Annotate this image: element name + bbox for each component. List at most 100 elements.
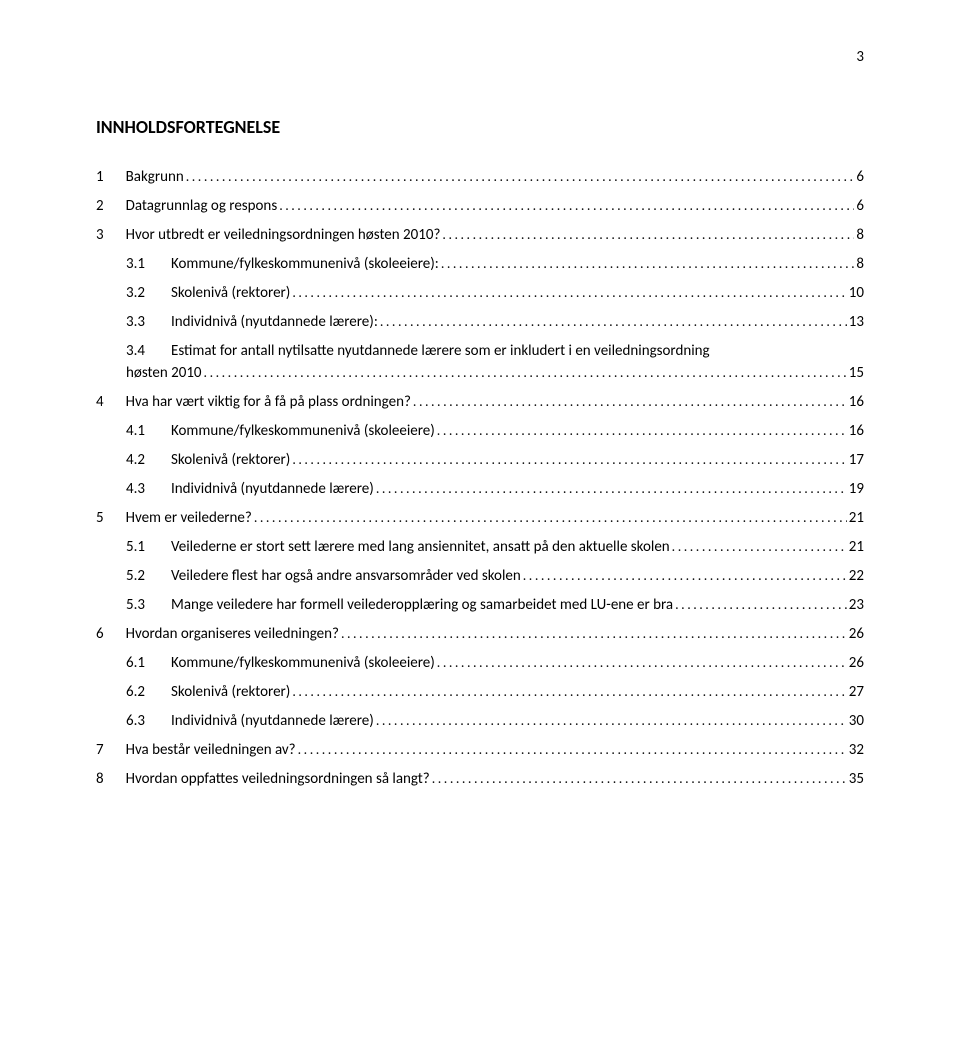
toc-entry: 5.1Veilederne er stort sett lærere med l… (96, 538, 864, 556)
toc-page: 23 (847, 596, 864, 614)
toc-entry: 7Hva består veiledningen av? 32 (96, 741, 864, 759)
toc-leader-dots (673, 596, 847, 613)
toc-title: Kommune/fylkeskommunenivå (skoleeiere): (171, 255, 439, 273)
toc-list: 1Bakgrunn62Datagrunnlag og respons63Hvor… (96, 168, 864, 788)
toc-entry: 1Bakgrunn 6 (96, 168, 864, 186)
toc-entry: 4.2Skolenivå (rektorer) 17 (96, 451, 864, 469)
toc-title: Hvor utbredt er veiledningsordningen høs… (126, 226, 441, 244)
toc-entry: 8Hvordan oppfattes veiledningsordningen … (96, 770, 864, 788)
toc-entry: 4.1Kommune/fylkeskommunenivå (skoleeiere… (96, 422, 864, 440)
toc-number: 3.4 (126, 342, 171, 360)
toc-entry: 3.1Kommune/fylkeskommunenivå (skoleeiere… (96, 255, 864, 273)
toc-leader-dots (277, 197, 854, 214)
toc-page: 26 (847, 654, 864, 672)
toc-page: 19 (847, 480, 864, 498)
toc-number: 6.2 (126, 683, 171, 701)
toc-title: Veilederne er stort sett lærere med lang… (171, 538, 670, 556)
toc-title: Individnivå (nyutdannede lærere) (171, 712, 374, 730)
toc-leader-dots (435, 422, 847, 439)
toc-page: 22 (847, 567, 864, 585)
toc-title: høsten 2010 (126, 364, 202, 382)
toc-page: 27 (847, 683, 864, 701)
toc-title: Individnivå (nyutdannede lærere) (171, 480, 374, 498)
toc-leader-dots (296, 741, 847, 758)
toc-number: 3 (96, 226, 126, 244)
toc-leader-dots (430, 770, 847, 787)
toc-title: Hvordan organiseres veiledningen? (126, 625, 339, 643)
toc-page: 35 (847, 770, 864, 788)
toc-number: 4.1 (126, 422, 171, 440)
toc-leader-dots (184, 168, 855, 185)
toc-title: Individnivå (nyutdannede lærere): (171, 313, 378, 331)
toc-title: Veiledere flest har også andre ansvarsom… (171, 567, 521, 585)
toc-number: 7 (96, 741, 126, 759)
toc-entry: 5.2Veiledere flest har også andre ansvar… (96, 567, 864, 585)
toc-heading: INNHOLDSFORTEGNELSE (96, 116, 864, 138)
toc-page: 32 (847, 741, 864, 759)
toc-leader-dots (252, 509, 847, 526)
toc-entry: 5.3Mange veiledere har formell veiledero… (96, 596, 864, 614)
toc-entry: 2Datagrunnlag og respons 6 (96, 197, 864, 215)
toc-title: Skolenivå (rektorer) (171, 451, 290, 469)
toc-number: 3.2 (126, 284, 171, 302)
toc-number: 4.3 (126, 480, 171, 498)
toc-page: 26 (847, 625, 864, 643)
toc-entry: 4Hva har vært viktig for å få på plass o… (96, 393, 864, 411)
toc-leader-dots (439, 255, 855, 272)
toc-title: Bakgrunn (126, 168, 184, 186)
toc-leader-dots (290, 284, 846, 301)
toc-page: 21 (847, 509, 864, 527)
toc-leader-dots (440, 226, 854, 243)
toc-entry: 6.1Kommune/fylkeskommunenivå (skoleeiere… (96, 654, 864, 672)
toc-entry: 3Hvor utbredt er veiledningsordningen hø… (96, 226, 864, 244)
toc-leader-dots (290, 683, 846, 700)
toc-title: Hva består veiledningen av? (126, 741, 296, 759)
toc-number: 5.3 (126, 596, 171, 614)
toc-number: 2 (96, 197, 126, 215)
toc-entry-continuation: høsten 2010 15 (96, 364, 864, 382)
toc-page: 17 (847, 451, 864, 469)
toc-number: 4 (96, 393, 126, 411)
toc-page: 16 (847, 422, 864, 440)
toc-title: Kommune/fylkeskommunenivå (skoleeiere) (171, 422, 435, 440)
toc-number: 1 (96, 168, 126, 186)
toc-title: Datagrunnlag og respons (126, 197, 278, 215)
toc-page: 10 (847, 284, 864, 302)
toc-number: 3.3 (126, 313, 171, 331)
toc-title: Mange veiledere har formell veilederoppl… (171, 596, 673, 614)
toc-page: 21 (847, 538, 864, 556)
toc-leader-dots (290, 451, 846, 468)
toc-entry: 6.3Individnivå (nyutdannede lærere)30 (96, 712, 864, 730)
toc-number: 8 (96, 770, 126, 788)
toc-leader-dots (411, 393, 847, 410)
toc-leader-dots (670, 538, 847, 555)
toc-leader-dots (374, 712, 847, 729)
toc-page: 6 (854, 168, 864, 186)
toc-number: 6 (96, 625, 126, 643)
toc-title: Hvordan oppfattes veiledningsordningen s… (126, 770, 430, 788)
toc-title: Hva har vært viktig for å få på plass or… (126, 393, 411, 411)
toc-number: 4.2 (126, 451, 171, 469)
toc-title: Kommune/fylkeskommunenivå (skoleeiere) (171, 654, 435, 672)
content-area: INNHOLDSFORTEGNELSE 1Bakgrunn62Datagrunn… (0, 0, 960, 788)
toc-leader-dots (339, 625, 847, 642)
toc-title: Skolenivå (rektorer) (171, 683, 290, 701)
toc-page: 15 (847, 364, 864, 382)
toc-leader-dots (378, 313, 847, 330)
toc-page: 16 (847, 393, 864, 411)
toc-number: 5.1 (126, 538, 171, 556)
toc-page: 6 (854, 197, 864, 215)
toc-number: 5 (96, 509, 126, 527)
toc-entry: 3.2Skolenivå (rektorer) 10 (96, 284, 864, 302)
toc-title: Skolenivå (rektorer) (171, 284, 290, 302)
toc-leader-dots (521, 567, 847, 584)
toc-number: 6.1 (126, 654, 171, 672)
toc-leader-dots (435, 654, 847, 671)
toc-leader-dots (202, 364, 847, 381)
toc-page: 13 (847, 313, 864, 331)
toc-number: 3.1 (126, 255, 171, 273)
toc-entry: 4.3Individnivå (nyutdannede lærere) 19 (96, 480, 864, 498)
toc-page: 8 (854, 255, 864, 273)
toc-entry: 3.4Estimat for antall nytilsatte nyutdan… (96, 342, 864, 360)
toc-entry: 6.2Skolenivå (rektorer) 27 (96, 683, 864, 701)
